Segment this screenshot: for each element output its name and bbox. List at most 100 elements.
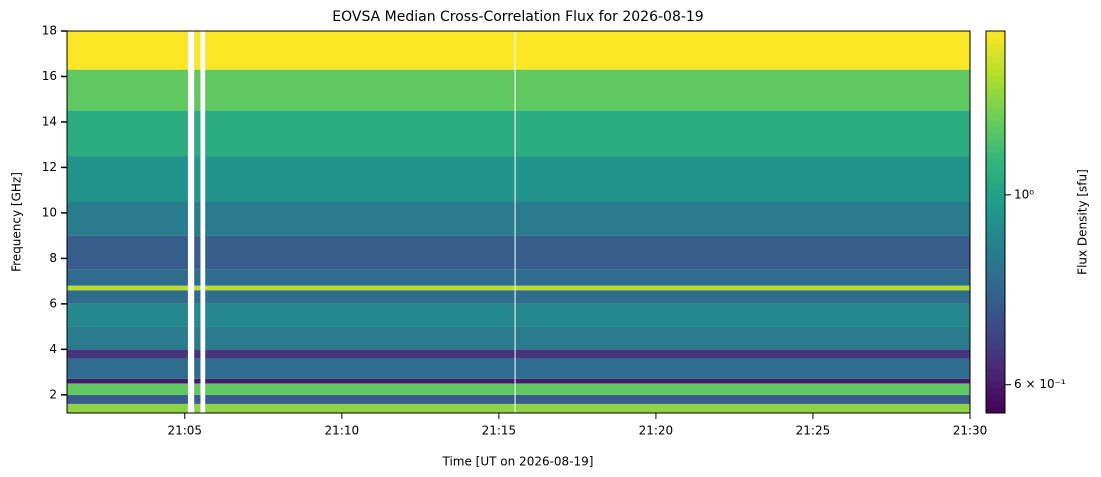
data-gap [187, 31, 195, 413]
x-tick-label: 21:05 [167, 424, 202, 438]
colorbar-frame [985, 30, 1006, 414]
colorbar-step [986, 101, 1005, 108]
colorbar-step [986, 253, 1005, 261]
colorbar-step [986, 368, 1005, 376]
colorbar-step [986, 234, 1005, 242]
colorbar-step [986, 196, 1005, 204]
x-tick-label: 21:30 [953, 424, 988, 438]
colorbar-step [986, 164, 1005, 172]
colorbar-step [986, 145, 1005, 153]
colorbar-step [986, 94, 1005, 102]
colorbar-step [986, 56, 1005, 64]
colorbar-step [986, 272, 1005, 280]
colorbar-step [986, 279, 1005, 287]
data-gap [200, 31, 206, 413]
colorbar-step [986, 247, 1005, 255]
spectrogram-band [67, 110, 970, 157]
colorbar-step [986, 304, 1005, 312]
colorbar-step [986, 171, 1005, 178]
colorbar-step [986, 81, 1005, 89]
y-axis-label: Frequency [GHz] [10, 172, 24, 272]
colorbar-tick-label: 6 × 10⁻¹ [1014, 377, 1066, 391]
spectrogram-band [67, 378, 970, 384]
colorbar-step [986, 177, 1005, 185]
plot-frame [66, 30, 971, 414]
colorbar-step [986, 317, 1005, 325]
colorbar-step [986, 285, 1005, 293]
colorbar-step [986, 228, 1005, 236]
colorbar-step [986, 400, 1005, 408]
colorbar-label: Flux Density [sfu] [1076, 169, 1090, 275]
colorbar-step [986, 355, 1005, 363]
colorbar-step [986, 222, 1005, 229]
y-tick-label: 10 [42, 205, 57, 219]
spectrogram-band [67, 290, 970, 304]
x-tick-label: 21:15 [482, 424, 517, 438]
colorbar-step [986, 241, 1005, 248]
colorbar-step [986, 202, 1005, 210]
colorbar-step [986, 190, 1005, 198]
y-tick-label: 2 [49, 387, 57, 401]
spectrogram-band [67, 383, 970, 395]
x-tick-label: 21:20 [639, 424, 674, 438]
spectrogram-band [67, 235, 970, 270]
y-tick-label: 16 [42, 69, 57, 83]
colorbar-step [986, 323, 1005, 331]
spectrogram-band [67, 201, 970, 236]
colorbar-step [986, 381, 1005, 389]
x-tick-label: 21:25 [796, 424, 831, 438]
spectrogram-band [67, 269, 970, 286]
colorbar-step [986, 158, 1005, 166]
y-tick-label: 8 [49, 251, 57, 265]
colorbar-step [986, 43, 1005, 51]
colorbar-step [986, 75, 1005, 83]
colorbar-step [986, 393, 1005, 401]
colorbar-step [986, 139, 1005, 147]
y-tick-label: 12 [42, 160, 57, 174]
spectrogram-band [67, 326, 970, 350]
colorbar-step [986, 126, 1005, 134]
colorbar-step [986, 183, 1005, 191]
spectrogram-band [67, 285, 970, 291]
y-tick-label: 18 [42, 24, 57, 38]
colorbar-step [986, 260, 1005, 268]
spectrogram-band [67, 394, 970, 404]
colorbar-step [986, 292, 1005, 299]
colorbar-step [986, 362, 1005, 369]
colorbar-step [986, 151, 1005, 159]
spectrogram-band [67, 349, 970, 359]
colorbar-step [986, 336, 1005, 344]
colorbar-step [986, 266, 1005, 274]
spectrogram-band [67, 358, 970, 379]
spectrogram-band [67, 31, 970, 70]
colorbar-step [986, 330, 1005, 338]
colorbar-step [986, 374, 1005, 382]
colorbar-step [986, 88, 1005, 96]
y-tick-label: 14 [42, 114, 57, 128]
spectrogram-band [67, 403, 970, 413]
colorbar-step [986, 349, 1005, 357]
y-tick-label: 4 [49, 342, 57, 356]
chart-title: EOVSA Median Cross-Correlation Flux for … [332, 9, 703, 25]
colorbar-step [986, 120, 1005, 127]
x-axis-label: Time [UT on 2026-08-19] [442, 455, 594, 469]
colorbar-step [986, 311, 1005, 318]
spectrogram-band [67, 69, 970, 111]
colorbar-step [986, 342, 1005, 350]
x-tick-label: 21:10 [325, 424, 360, 438]
spectrogram-band [67, 156, 970, 202]
colorbar-step [986, 209, 1005, 217]
data-gap [514, 31, 516, 413]
colorbar-step [986, 215, 1005, 223]
colorbar-step [986, 62, 1005, 70]
colorbar-step [986, 69, 1005, 77]
colorbar-step [986, 132, 1005, 140]
colorbar-step [986, 113, 1005, 121]
colorbar-tick-label: 10⁰ [1014, 187, 1034, 201]
colorbar-step [986, 107, 1005, 115]
colorbar-step [986, 31, 1005, 38]
y-tick-label: 6 [49, 296, 57, 310]
spectrogram-band [67, 303, 970, 327]
colorbar-step [986, 37, 1005, 45]
